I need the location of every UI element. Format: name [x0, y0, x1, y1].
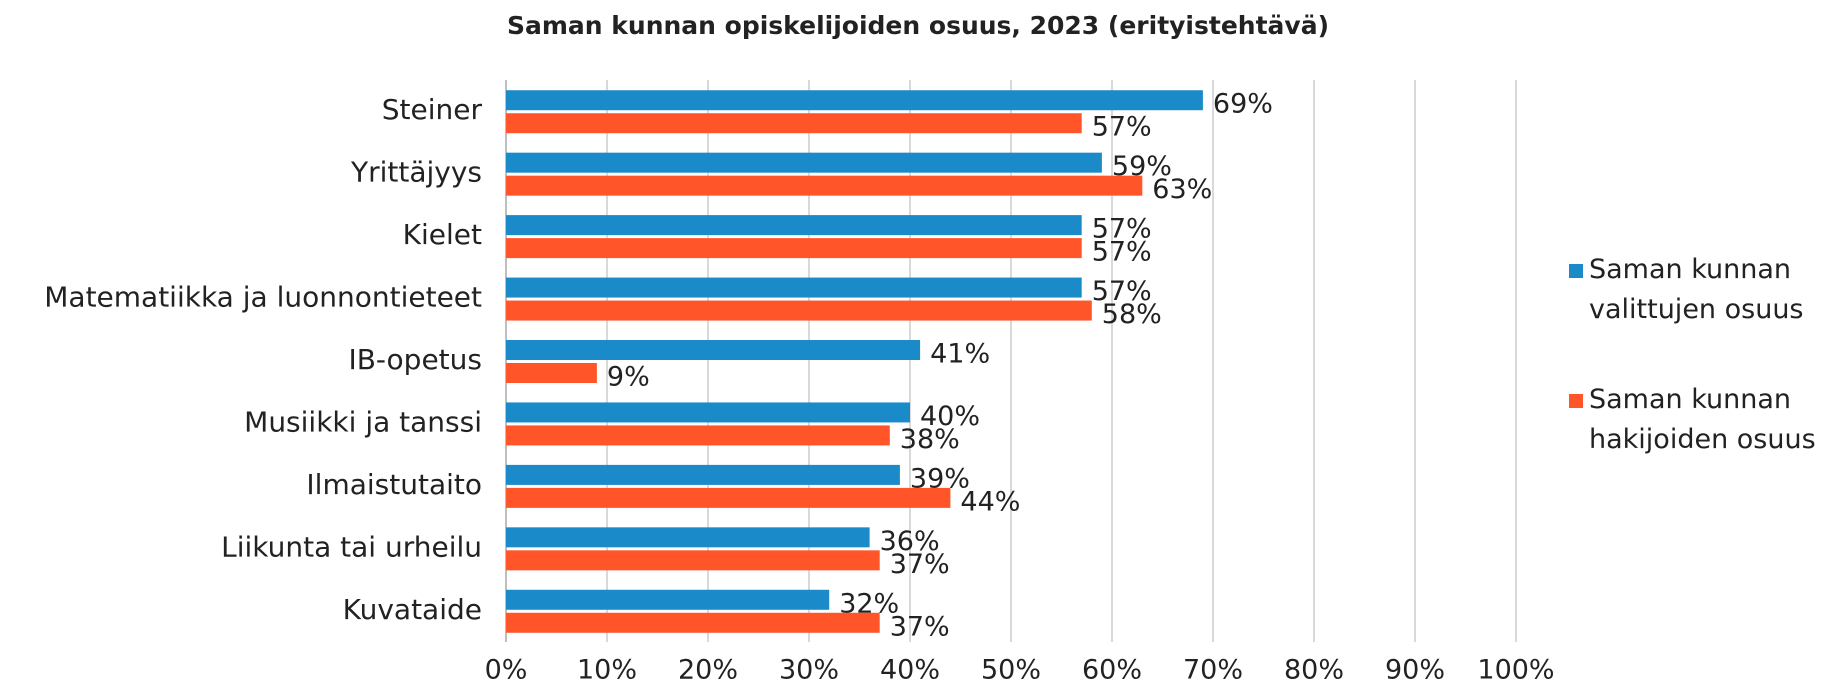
chart-title: Saman kunnan opiskelijoiden osuus, 2023 … — [507, 11, 1329, 40]
y-tick-label: Kielet — [403, 218, 482, 251]
x-tick-label: 20% — [678, 655, 738, 683]
y-tick-label: Steiner — [382, 93, 483, 126]
bar — [506, 340, 921, 360]
legend-item: Saman kunnan valittujen osuus — [1569, 250, 1834, 330]
y-tick-label: Liikunta tai urheilu — [221, 530, 482, 563]
x-tick-label: 90% — [1385, 655, 1445, 683]
legend-label: Saman kunnan valittujen osuus — [1589, 254, 1804, 325]
bar — [506, 238, 1082, 259]
data-label: 37% — [890, 611, 950, 642]
bar — [506, 363, 597, 383]
y-tick-label: Ilmaistutaito — [306, 468, 482, 501]
bar — [506, 425, 890, 446]
y-tick-label: IB-opetus — [348, 343, 482, 376]
x-tick-label: 100% — [1477, 655, 1554, 683]
data-label: 57% — [1092, 237, 1152, 268]
x-tick-label: 40% — [880, 655, 940, 683]
x-tick-label: 80% — [1284, 655, 1344, 683]
bar — [506, 527, 870, 548]
data-label: 37% — [890, 549, 950, 580]
x-tick-label: 30% — [779, 655, 839, 683]
legend-swatch — [1569, 394, 1583, 408]
data-label: 57% — [1092, 276, 1152, 307]
x-tick-label: 70% — [1183, 655, 1243, 683]
data-label: 9% — [607, 362, 650, 393]
y-tick-label: Matematiikka ja luonnontieteet — [44, 281, 482, 314]
bar — [506, 464, 900, 485]
bar — [506, 90, 1203, 111]
y-tick-label: Kuvataide — [343, 593, 482, 626]
bar — [506, 589, 830, 610]
y-tick-label: Yrittäjyys — [350, 156, 482, 189]
bar — [506, 300, 1092, 321]
bar — [506, 215, 1082, 236]
legend-swatch — [1569, 264, 1583, 278]
x-tick-label: 60% — [1082, 655, 1142, 683]
data-label: 57% — [1092, 214, 1152, 245]
bar — [506, 175, 1143, 196]
bar — [506, 402, 910, 423]
legend-label: Saman kunnan hakijoiden osuus — [1589, 384, 1816, 455]
data-label: 69% — [1213, 89, 1273, 120]
data-label: 41% — [930, 339, 990, 370]
data-label: 58% — [1102, 299, 1162, 330]
data-label: 40% — [920, 401, 980, 432]
bar — [506, 277, 1082, 298]
x-tick-label: 0% — [485, 655, 528, 683]
data-label: 36% — [880, 526, 940, 557]
bar — [506, 113, 1082, 134]
data-label: 44% — [960, 486, 1020, 517]
y-tick-label: Musiikki ja tanssi — [244, 405, 482, 438]
data-label: 63% — [1152, 174, 1212, 205]
data-label: 38% — [900, 424, 960, 455]
x-tick-label: 10% — [577, 655, 637, 683]
bar — [506, 550, 880, 571]
data-label: 57% — [1092, 112, 1152, 143]
bar — [506, 612, 880, 633]
bar — [506, 487, 951, 508]
legend-item: Saman kunnan hakijoiden osuus — [1569, 380, 1834, 460]
bar — [506, 152, 1102, 173]
x-tick-label: 50% — [981, 655, 1041, 683]
